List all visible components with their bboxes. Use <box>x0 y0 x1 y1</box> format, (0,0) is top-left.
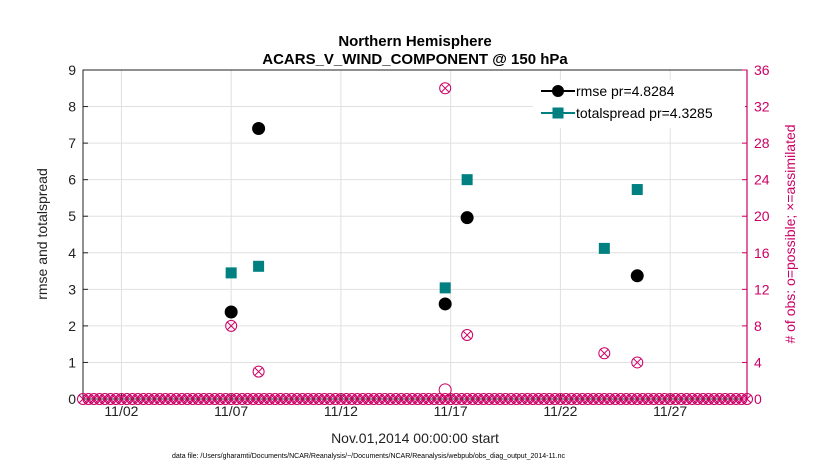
y-tick-label: 8 <box>68 99 76 115</box>
obs-assimilated-marker-x2 <box>440 84 450 93</box>
obs-assimilated-marker-x2 <box>226 321 236 331</box>
totalspread-point <box>461 174 473 186</box>
y-right-tick-label: 24 <box>754 172 770 188</box>
obs-zero-marker <box>598 393 611 405</box>
y-tick-label: 0 <box>68 391 76 407</box>
chart-subtitle: ACARS_V_WIND_COMPONENT @ 150 hPa <box>262 51 568 68</box>
legend-totalspread-label: totalspread pr=4.3285 <box>576 105 713 121</box>
rmse-point <box>224 305 238 319</box>
obs-assimilated-marker-x2 <box>600 349 609 358</box>
y-tick-label: 5 <box>68 208 76 224</box>
obs-assimilated-marker <box>631 356 644 369</box>
obs-zero-marker-x2 <box>440 394 450 404</box>
obs-possible-marker <box>438 383 452 397</box>
y-axis-label: rmse and totalspread <box>34 168 50 300</box>
totalspread-point <box>439 282 451 294</box>
obs-assimilated-marker-x2 <box>633 358 642 367</box>
obs-assimilated-marker <box>225 319 238 332</box>
y-axis-label-right: # of obs: o=possible; ×=assimilated <box>782 124 798 343</box>
x-tick-label: 11/07 <box>214 403 248 419</box>
obs-zero-marker <box>741 393 753 405</box>
obs-zero-marker <box>631 393 644 405</box>
y-right-tick-label: 28 <box>754 135 770 151</box>
y-tick-label: 6 <box>68 172 76 188</box>
y-right-tick-label: 36 <box>754 62 770 78</box>
legend-rmse-label: rmse pr=4.8284 <box>576 83 675 99</box>
obs-assimilated-marker <box>598 347 611 360</box>
y-tick-label: 7 <box>68 135 76 151</box>
y-tick-label: 9 <box>68 62 76 78</box>
y-tick-label: 2 <box>68 318 76 334</box>
obs-zero-marker-x2 <box>226 394 236 404</box>
totalspread-point <box>598 242 610 254</box>
y-right-tick-label: 0 <box>754 391 762 407</box>
rmse-point <box>460 211 474 225</box>
obs-zero-marker-x2 <box>633 394 642 404</box>
y-tick-label: 1 <box>68 354 76 370</box>
x-tick-label: 11/27 <box>653 403 687 419</box>
obs-zero-marker-x2 <box>462 394 472 404</box>
legend: rmse pr=4.8284 totalspread pr=4.3285 <box>533 80 745 128</box>
obs-zero-marker-x2 <box>742 394 752 404</box>
obs-assimilated-marker <box>252 365 265 378</box>
x-tick-label: 11/22 <box>543 403 577 419</box>
x-axis-label: Nov.01,2014 00:00:00 start <box>331 430 499 446</box>
obs-zero-marker <box>461 393 474 405</box>
obs-assimilated-marker <box>461 329 474 342</box>
y-right-tick-label: 4 <box>754 354 762 370</box>
totalspread-point <box>631 184 643 196</box>
y-right-tick-label: 20 <box>754 208 770 224</box>
y-right-tick-label: 32 <box>754 99 770 115</box>
x-tick-label: 11/12 <box>324 403 358 419</box>
obs-assimilated-marker-x2 <box>462 330 472 340</box>
rmse-point <box>630 269 644 283</box>
y-right-tick-label: 12 <box>754 281 770 297</box>
chart-title: Northern Hemisphere <box>338 33 491 50</box>
obs-assimilated-marker-x2 <box>254 367 263 376</box>
totalspread-point <box>253 260 265 272</box>
obs-zero-marker <box>252 393 265 405</box>
x-tick-label: 11/02 <box>104 403 138 419</box>
data-file-footnote: data file: /Users/gharamti/Documents/NCA… <box>172 453 566 460</box>
y-right-tick-label: 8 <box>754 318 762 334</box>
rmse-point <box>252 121 266 135</box>
obs-assimilated-marker <box>439 82 452 95</box>
y-tick-label: 3 <box>68 281 76 297</box>
obs-zero-marker <box>439 393 452 405</box>
plot-area: 11/02 11/07 11/12 11/17 11/22 11/270123456789… <box>68 62 770 419</box>
legend-totalspread-marker <box>552 107 564 119</box>
obs-zero-marker-x2 <box>254 394 263 404</box>
legend-rmse-marker <box>552 85 564 97</box>
totalspread-point <box>225 267 237 279</box>
obs-zero-marker <box>225 393 238 405</box>
obs-zero-marker-x2 <box>600 394 609 404</box>
rmse-point <box>438 297 452 311</box>
y-right-tick-label: 16 <box>754 245 770 261</box>
x-tick-label: 11/17 <box>434 403 468 419</box>
y-tick-label: 4 <box>68 245 76 261</box>
